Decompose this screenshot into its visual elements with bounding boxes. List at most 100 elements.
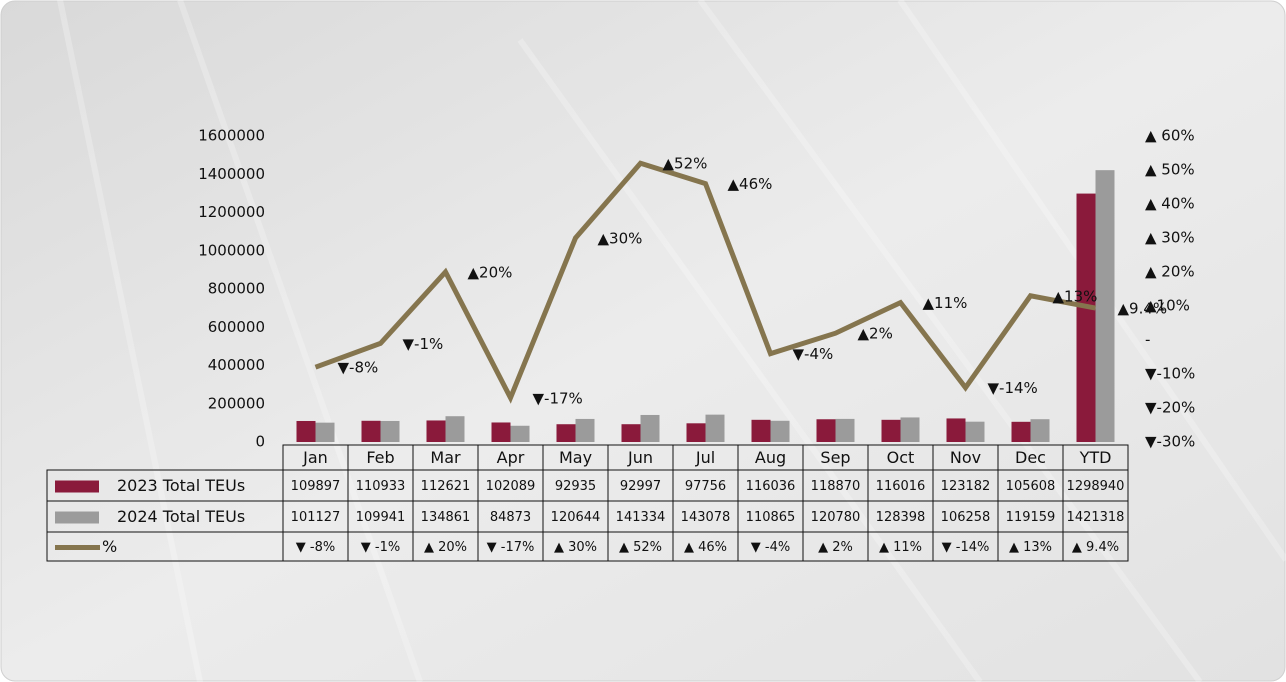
legend-label: % [102, 537, 117, 556]
x-tick-label: YTD [1079, 448, 1112, 467]
x-tick-label: Feb [366, 448, 394, 467]
table-cell: 1421318 [1067, 510, 1125, 525]
bar [1076, 193, 1096, 442]
y2-tick-label: ▲ 60% [1145, 127, 1195, 145]
bar [686, 423, 706, 442]
bar [751, 419, 771, 442]
bar [705, 414, 725, 442]
table-cell: ▲ 9.4% [1072, 540, 1119, 555]
table-cell: 110933 [356, 479, 406, 494]
x-tick-label: Oct [887, 448, 915, 467]
table-cell: 112621 [421, 479, 471, 494]
bar [881, 419, 901, 442]
table-cell: 102089 [486, 479, 536, 494]
line [314, 160, 1096, 404]
table-cell: 116036 [746, 479, 796, 494]
table-cell: ▼ -1% [361, 540, 400, 555]
bar [621, 424, 641, 442]
x-tick-label: Apr [497, 448, 525, 467]
y2-tick-label: ▼-10% [1145, 365, 1195, 383]
table-cell: ▲ 46% [684, 540, 727, 555]
table-cell: 109897 [291, 479, 341, 494]
y-tick-label: 1400000 [198, 165, 265, 183]
table-cell: 84873 [490, 510, 531, 525]
x-tick-label: May [559, 448, 592, 467]
table-cell: ▲ 11% [879, 540, 922, 555]
bar [965, 421, 985, 442]
table-cell: 119159 [1006, 510, 1056, 525]
y-tick-label: 1600000 [198, 127, 265, 145]
data-label: ▼-17% [533, 389, 583, 407]
table-cell: ▲ 30% [554, 540, 597, 555]
bar [556, 424, 576, 442]
x-tick-label: Aug [755, 448, 786, 467]
bar [835, 418, 855, 442]
bar [361, 420, 381, 442]
y2-tick-label: ▲10% [1145, 297, 1190, 315]
table-cell: 106258 [941, 510, 991, 525]
y2-tick-label: ▲ 40% [1145, 195, 1195, 213]
table-cell: ▲ 20% [424, 540, 467, 555]
bar [900, 417, 920, 442]
bar [640, 414, 660, 442]
bar [816, 419, 836, 442]
table-cell: 92935 [555, 479, 596, 494]
y-tick-label: 600000 [208, 318, 265, 336]
y2-tick-label: ▲ 20% [1145, 263, 1195, 281]
table-cell: 141334 [616, 510, 666, 525]
table-cell: 110865 [746, 510, 796, 525]
data-label: ▲13% [1053, 287, 1098, 305]
y2-tick-label: ▲ 50% [1145, 161, 1195, 179]
table-cell: 128398 [876, 510, 926, 525]
table-cell: ▼ -8% [296, 540, 335, 555]
data-label: ▲9.4% [1118, 300, 1168, 318]
bar [1095, 170, 1115, 443]
bar [1030, 419, 1050, 442]
bar [946, 418, 966, 442]
legend-swatch [55, 511, 99, 524]
y2-tick-label: - [1145, 331, 1150, 349]
table-cell: 109941 [356, 510, 406, 525]
bar [296, 420, 316, 442]
bar [510, 425, 530, 442]
bar [491, 422, 511, 442]
table-cell: 120780 [811, 510, 861, 525]
x-tick-label: Sep [820, 448, 850, 467]
legend-label: 2023 Total TEUs [117, 476, 245, 495]
x-tick-label: Mar [430, 448, 461, 467]
x-tick-label: Nov [950, 448, 981, 467]
bar [445, 416, 465, 442]
y2-tick-label: ▼-30% [1145, 433, 1195, 451]
data-label: ▲2% [858, 325, 893, 343]
table-cell: ▲ 13% [1009, 540, 1052, 555]
data-label: ▲46% [728, 175, 773, 193]
x-tick-label: Dec [1015, 448, 1046, 467]
y2-tick-label: ▼-20% [1145, 399, 1195, 417]
table-cell: 118870 [811, 479, 861, 494]
legend-swatch [55, 480, 99, 493]
data-label: ▲20% [468, 264, 513, 282]
y-tick-label: 200000 [208, 394, 265, 412]
data-label: ▼-1% [403, 335, 444, 353]
y-tick-label: 1200000 [198, 203, 265, 221]
table-cell: 134861 [421, 510, 471, 525]
table-cell: ▼ -17% [487, 540, 535, 555]
table-cell: ▼ -4% [751, 540, 790, 555]
table-cell: ▼ -14% [942, 540, 990, 555]
table-cell: 101127 [291, 510, 341, 525]
background-texture [57, 0, 1286, 682]
data-label: ▼-8% [338, 359, 379, 377]
x-tick-label: Jan [302, 448, 328, 467]
bar [770, 420, 790, 442]
data-label: ▲30% [598, 230, 643, 248]
legend-label: 2024 Total TEUs [117, 507, 245, 526]
x-tick-label: Jul [695, 448, 715, 467]
y-tick-label: 400000 [208, 356, 265, 374]
table-cell: 92997 [620, 479, 661, 494]
y-tick-label: 0 [255, 433, 265, 451]
table-cell: 116016 [876, 479, 926, 494]
table-cell: ▲ 52% [619, 540, 662, 555]
table-cell: 120644 [551, 510, 601, 525]
